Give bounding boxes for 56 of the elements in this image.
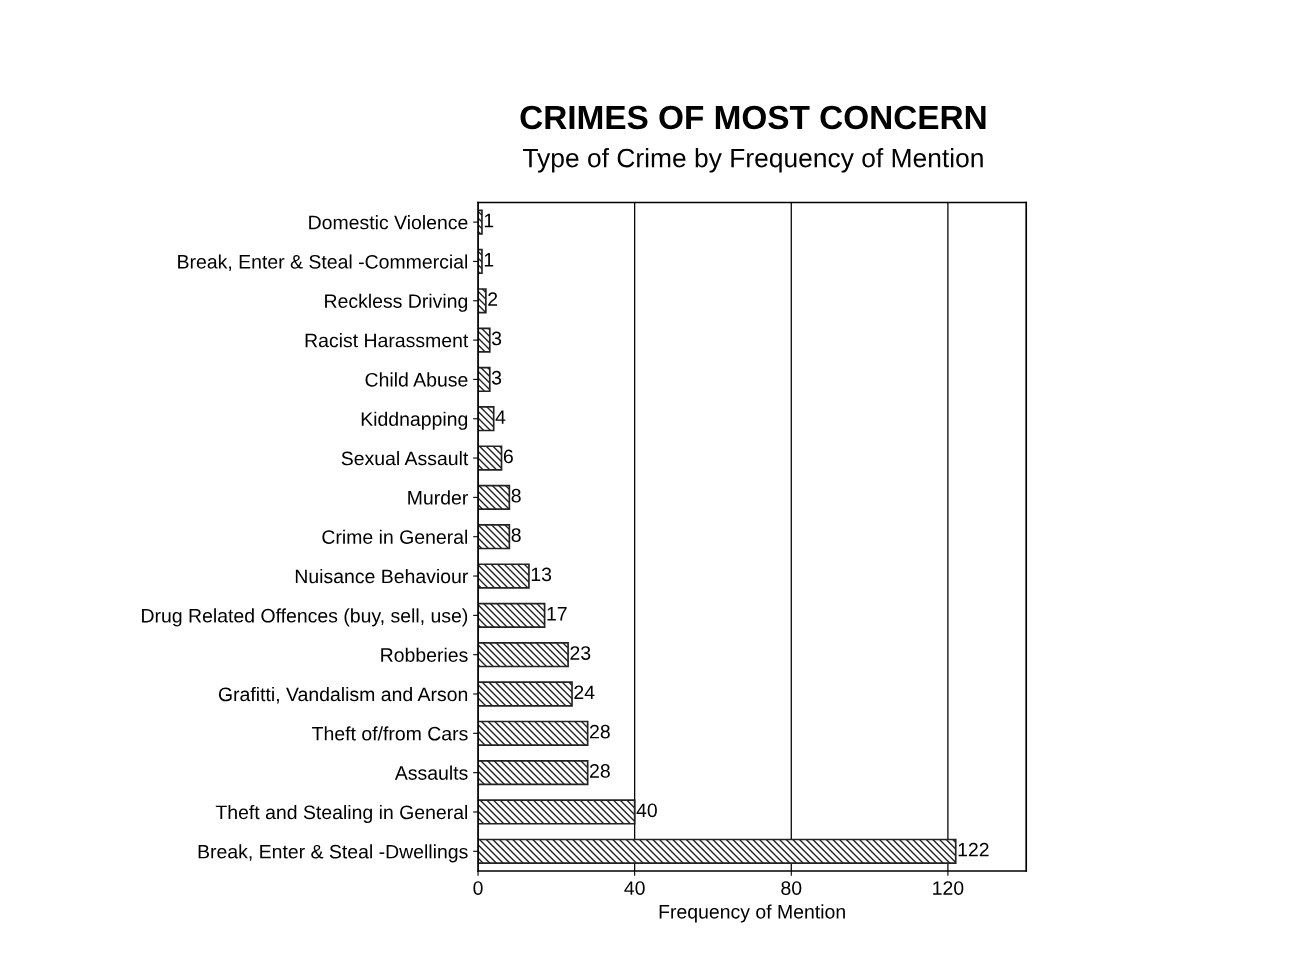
- bar: [478, 720, 589, 746]
- y-tick-label: Theft and Stealing in General: [215, 804, 468, 824]
- y-tick-label: Sexual Assault: [341, 451, 469, 466]
- data-label: 8: [511, 488, 521, 503]
- data-label: 24: [574, 685, 595, 700]
- data-label: 13: [531, 567, 552, 582]
- data-label: 40: [636, 803, 657, 818]
- x-tick-label: 80: [781, 881, 802, 895]
- x-tick-label: 120: [933, 881, 964, 895]
- chart-title: CRIMES OF MOST CONCERN: [520, 105, 986, 130]
- y-tick-label: Racist Harassment: [305, 333, 469, 348]
- y-tick-label: Kiddnapping: [361, 411, 468, 430]
- bar: [478, 642, 569, 668]
- data-label: 28: [590, 724, 610, 739]
- y-tick-label: Theft of/from Cars: [312, 726, 468, 741]
- bar: [478, 484, 511, 511]
- x-tick-label: 40: [624, 881, 645, 895]
- bar: [478, 366, 491, 393]
- x-tick-label: 0: [473, 881, 483, 895]
- bar: [478, 524, 511, 550]
- data-label: 122: [958, 842, 989, 857]
- bar: [478, 838, 957, 864]
- y-tick-label: Robberies: [381, 647, 468, 662]
- data-label: 3: [491, 331, 502, 346]
- bar: [478, 602, 546, 628]
- bar: [478, 563, 530, 589]
- data-label: 1: [484, 253, 494, 267]
- data-label: 23: [570, 646, 591, 660]
- y-tick-label: Domestic Violence: [309, 215, 468, 230]
- data-label: 28: [590, 764, 610, 778]
- data-label: 2: [488, 292, 498, 306]
- data-label: 3: [491, 370, 502, 385]
- bar: [478, 445, 503, 471]
- y-tick-label: Child Abuse: [365, 372, 468, 387]
- data-label: 1: [484, 213, 494, 228]
- chart-subtitle: Type of Crime by Frequency of Mention: [523, 148, 983, 173]
- data-label: 4: [495, 410, 506, 424]
- y-tick-label: Drug Related Offences (buy, sell, use): [142, 608, 468, 627]
- bar: [478, 288, 487, 314]
- y-tick-label: Crime in General: [322, 529, 468, 544]
- y-tick-label: Reckless Driving: [325, 293, 468, 312]
- x-axis-title: Frequency of Mention: [659, 904, 845, 923]
- y-tick-label: Break, Enter & Steal -Dwellings: [198, 844, 468, 863]
- bar: [478, 327, 491, 353]
- y-tick-label: Break, Enter & Steal -Commercial: [178, 254, 468, 271]
- data-label: 17: [547, 607, 567, 621]
- data-label: 8: [511, 528, 521, 542]
- bar: [478, 406, 495, 432]
- bar: [478, 760, 589, 786]
- data-label: 6: [503, 449, 513, 464]
- y-tick-label: Assaults: [394, 765, 468, 780]
- bar: [478, 799, 636, 825]
- y-tick-label: Nuisance Behaviour: [295, 568, 468, 584]
- bar: [478, 681, 573, 707]
- y-tick-label: Murder: [408, 490, 468, 505]
- y-tick-label: Grafitti, Vandalism and Arson: [218, 686, 468, 704]
